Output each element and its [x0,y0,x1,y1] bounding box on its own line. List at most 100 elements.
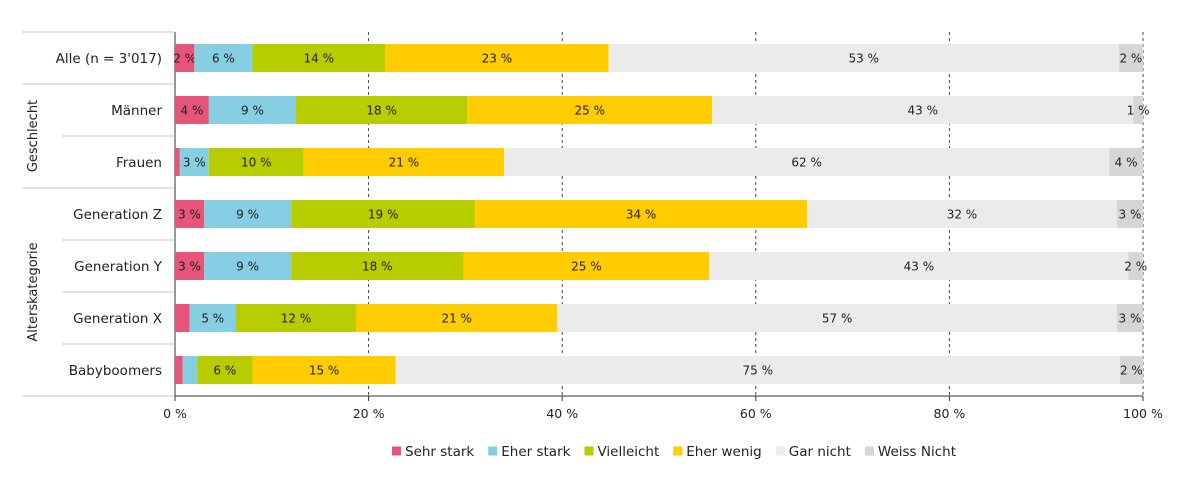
row-separators [22,31,174,397]
x-tick-label: 40 % [546,406,578,421]
legend-swatch-eher-stark [488,446,498,456]
data-label: 2 % [1124,260,1147,274]
bar-gar-nicht [608,44,1119,72]
x-tick-label: 0 % [163,406,187,421]
bar-sehr-stark [175,200,205,228]
bar-eher-stark [179,148,209,176]
bar-vielleicht [235,304,357,332]
bar-sehr-stark [175,148,180,176]
data-label: 5 % [201,312,224,326]
data-label: 57 % [822,312,853,326]
legend-label: Eher wenig [686,444,761,460]
category-label: Generation Z [73,207,162,223]
data-label: 15 % [309,364,340,378]
bar-eher-wenig [475,200,808,228]
bar-eher-stark [208,96,296,124]
data-label: 25 % [575,104,606,118]
x-tick-label: 100 % [1123,406,1163,421]
data-label: 9 % [236,208,259,222]
legend-label: Vielleicht [597,444,659,460]
data-label: 3 % [183,156,206,170]
bar-weiss-nicht [1109,148,1143,176]
bar-gar-nicht [709,252,1129,280]
data-label: 6 % [213,364,236,378]
bar-eher-stark [182,356,198,384]
group-label: Geschlecht [26,100,41,172]
data-label: 3 % [178,208,201,222]
category-label: Generation Y [74,259,163,275]
data-label: 21 % [441,312,472,326]
bar-sehr-stark [175,252,205,280]
group-labels: Geschlecht Alterskategorie [26,100,41,342]
legend: Sehr stark Eher stark Vielleicht Eher wenig… [392,444,956,460]
data-label: 4 % [1115,156,1138,170]
bar-weiss-nicht [1116,200,1143,228]
data-label: 75 % [742,364,773,378]
bar-vielleicht [291,252,464,280]
data-label: 23 % [482,52,513,66]
bar-weiss-nicht [1128,252,1143,280]
data-label: 2 % [1119,52,1142,66]
data-label: 18 % [366,104,397,118]
bar-vielleicht [252,44,386,72]
bar-sehr-stark [175,96,209,124]
data-label: 12 % [281,312,312,326]
bar-gar-nicht [712,96,1134,124]
bar-sehr-stark [175,304,190,332]
data-label: 62 % [791,156,822,170]
data-label: 10 % [241,156,272,170]
data-label: 1 % [1127,104,1150,118]
bar-eher-wenig [303,148,505,176]
bar-gar-nicht [557,304,1117,332]
legend-swatch-eher-wenig [673,446,683,456]
category-label: Generation X [73,311,162,327]
bar-sehr-stark [175,356,183,384]
data-label: 43 % [908,104,939,118]
x-axis: 0 % 20 % 40 % 60 % 80 % 100 % [163,395,1163,421]
legend-swatch-weiss-nicht [864,446,874,456]
data-label: 34 % [626,208,657,222]
group-label: Alterskategorie [26,242,41,341]
data-label: 3 % [1119,208,1142,222]
data-label: 4 % [181,104,204,118]
data-label: 18 % [362,260,393,274]
data-label: 9 % [236,260,259,274]
legend-swatch-gar-nicht [775,446,785,456]
x-tick-label: 80 % [934,406,966,421]
category-label: Frauen [116,155,162,171]
bar-eher-stark [194,44,253,72]
bar-eher-wenig [356,304,558,332]
category-labels: Alle (n = 3'017) Männer Frauen Generation Z… [56,51,163,379]
category-label: Männer [111,103,162,119]
x-tick-label: 60 % [740,406,772,421]
legend-swatch-sehr-stark [392,446,401,456]
legend-swatch-vielleicht [584,446,594,456]
bar-gar-nicht [504,148,1110,176]
bar-vielleicht [208,148,304,176]
bars: 2 % 6 % 14 % 23 % 53 % 2 % 4 % 9 % 18 % 25 % 43 % 1… [173,44,1150,384]
legend-label: Gar nicht [789,444,851,460]
legend-label: Eher stark [501,444,570,460]
bar-eher-wenig [467,96,713,124]
bar-sehr-stark [175,44,195,72]
data-label: 2 % [1120,364,1143,378]
bar-eher-wenig [385,44,609,72]
legend-label: Weiss Nicht [878,444,956,460]
bar-eher-stark [204,200,292,228]
data-label: 3 % [1119,312,1142,326]
bar-weiss-nicht [1118,44,1143,72]
data-label: 32 % [947,208,978,222]
data-label: 53 % [848,52,879,66]
bar-eher-stark [204,252,292,280]
data-label: 21 % [389,156,420,170]
data-label: 9 % [241,104,264,118]
bar-weiss-nicht [1116,304,1143,332]
data-label: 6 % [212,52,235,66]
bar-eher-stark [189,304,236,332]
bar-vielleicht [197,356,253,384]
bar-weiss-nicht [1119,356,1143,384]
legend-label: Sehr stark [405,444,474,460]
data-label: 3 % [178,260,201,274]
data-label: 19 % [368,208,399,222]
